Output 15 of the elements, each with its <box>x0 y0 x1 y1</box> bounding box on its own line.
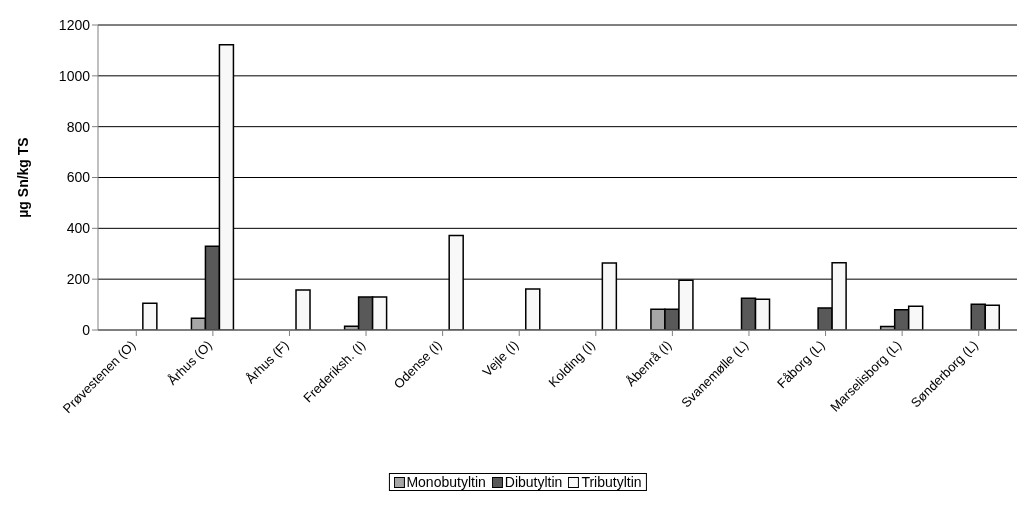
legend-label: Dibutyltin <box>504 474 563 490</box>
y-tick-label: 0 <box>82 321 91 338</box>
y-axis-title: µg Sn/kg TS <box>14 137 31 218</box>
y-tick-label: 600 <box>66 169 91 186</box>
y-tick-label: 1000 <box>58 67 91 84</box>
x-tick-label: Vejle (I) <box>479 337 522 380</box>
bar <box>142 302 158 330</box>
bar <box>525 288 541 330</box>
y-tick-label: 800 <box>66 118 91 135</box>
bar <box>295 289 311 330</box>
y-tick-label: 200 <box>66 271 91 288</box>
y-tick-label: 400 <box>66 220 91 237</box>
legend-label: Monobutyltin <box>406 474 486 490</box>
y-tick-label: 1200 <box>58 16 91 33</box>
legend-label: Tributyltin <box>581 474 642 490</box>
